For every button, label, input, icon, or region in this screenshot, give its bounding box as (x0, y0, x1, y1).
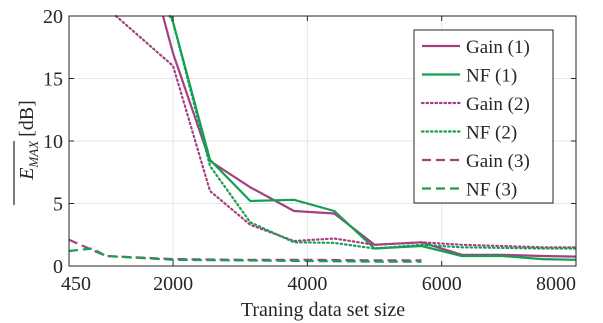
y-tick-label: 0 (53, 256, 63, 278)
x-tick-label: 450 (61, 273, 91, 295)
x-tick-label: 4000 (287, 273, 327, 295)
legend-entry-label: NF (3) (466, 180, 517, 201)
svg-text:EMAX[dB]: EMAX [dB] (16, 100, 41, 181)
y-tick-label: 15 (43, 69, 63, 91)
x-axis-label: Traning data set size (241, 299, 405, 321)
tick-labels: 450 2000 4000 6000 8000 0 5 10 15 20 (43, 6, 576, 295)
y-axis-label-subscript: MAX (26, 140, 41, 169)
series-line (168, 14, 578, 250)
legend-entry-label: Gain (1) (466, 37, 530, 58)
series-line (114, 14, 578, 249)
y-axis-label-unit: [dB] (16, 100, 38, 137)
y-axis-label: EMAX [dB] (13, 100, 41, 205)
y-tick-label: 20 (43, 6, 63, 28)
legend-entry-label: NF (2) (466, 123, 517, 144)
legend-entry-label: NF (1) (466, 66, 517, 87)
series-line (68, 247, 422, 263)
y-axis-label-main: E (16, 168, 38, 181)
series-line (170, 15, 577, 261)
x-tick-label: 8000 (536, 273, 576, 295)
legend-box (413, 29, 554, 204)
x-tick-label: 6000 (422, 273, 462, 295)
legend: Gain (1) NF (1) Gain (2) NF (2) Gain (3) NF (… (413, 29, 554, 204)
y-tick-label: 10 (43, 131, 63, 153)
x-tick-label: 2000 (153, 273, 193, 295)
series-lines (68, 14, 578, 263)
y-tick-label: 5 (53, 194, 63, 216)
legend-entry-label: Gain (3) (466, 151, 530, 172)
axis-ticks (68, 15, 577, 267)
legend-entry-label: Gain (2) (466, 94, 530, 115)
